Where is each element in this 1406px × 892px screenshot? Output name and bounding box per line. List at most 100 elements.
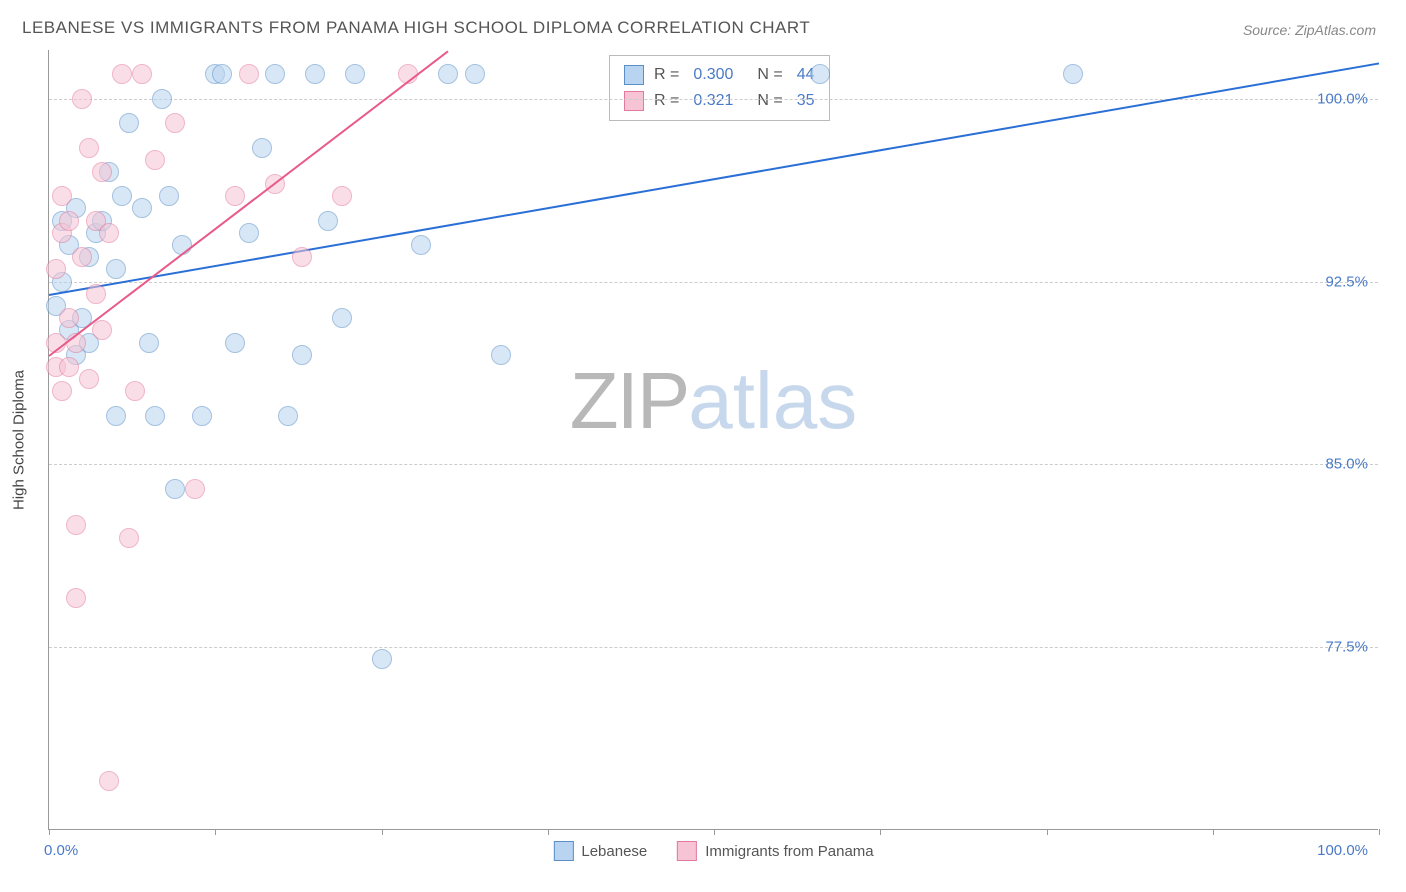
scatter-point bbox=[318, 211, 338, 231]
y-axis-label: High School Diploma bbox=[11, 369, 28, 509]
scatter-point bbox=[92, 320, 112, 340]
x-tick bbox=[1213, 829, 1214, 835]
scatter-point bbox=[112, 186, 132, 206]
trend-line bbox=[48, 50, 448, 356]
x-tick bbox=[880, 829, 881, 835]
scatter-point bbox=[119, 113, 139, 133]
scatter-point bbox=[125, 381, 145, 401]
scatter-point bbox=[332, 186, 352, 206]
series-legend-item: Lebanese bbox=[553, 841, 647, 861]
scatter-point bbox=[52, 186, 72, 206]
scatter-point bbox=[132, 198, 152, 218]
scatter-point bbox=[66, 588, 86, 608]
scatter-point bbox=[46, 259, 66, 279]
scatter-point bbox=[810, 64, 830, 84]
scatter-point bbox=[72, 89, 92, 109]
y-tick-label: 92.5% bbox=[1325, 273, 1368, 290]
legend-r-label: R = bbox=[654, 88, 679, 114]
legend-r-label: R = bbox=[654, 62, 679, 88]
gridline bbox=[49, 464, 1378, 465]
x-axis-max-label: 100.0% bbox=[1317, 842, 1368, 859]
watermark: ZIPatlas bbox=[570, 355, 857, 447]
x-tick bbox=[548, 829, 549, 835]
legend-swatch bbox=[624, 91, 644, 111]
scatter-point bbox=[139, 333, 159, 353]
scatter-point bbox=[52, 381, 72, 401]
scatter-point bbox=[165, 479, 185, 499]
legend-row: R = 0.321 N = 35 bbox=[624, 88, 815, 114]
source-attribution: Source: ZipAtlas.com bbox=[1243, 22, 1376, 38]
legend-r-value: 0.321 bbox=[693, 88, 733, 114]
scatter-point bbox=[185, 479, 205, 499]
scatter-point bbox=[59, 211, 79, 231]
x-tick bbox=[1047, 829, 1048, 835]
scatter-point bbox=[372, 649, 392, 669]
scatter-point bbox=[145, 406, 165, 426]
legend-swatch bbox=[553, 841, 573, 861]
scatter-point bbox=[99, 771, 119, 791]
legend-n-label: N = bbox=[757, 62, 782, 88]
legend-swatch bbox=[624, 65, 644, 85]
scatter-point bbox=[252, 138, 272, 158]
x-tick bbox=[1379, 829, 1380, 835]
watermark-zip: ZIP bbox=[570, 356, 688, 445]
scatter-point bbox=[292, 345, 312, 365]
scatter-point bbox=[59, 308, 79, 328]
scatter-point bbox=[59, 357, 79, 377]
legend-n-value: 35 bbox=[797, 88, 815, 114]
scatter-point bbox=[465, 64, 485, 84]
legend-row: R =0.300N =44 bbox=[624, 62, 815, 88]
chart-title: LEBANESE VS IMMIGRANTS FROM PANAMA HIGH … bbox=[22, 18, 810, 38]
scatter-point bbox=[86, 284, 106, 304]
scatter-point bbox=[119, 528, 139, 548]
scatter-point bbox=[1063, 64, 1083, 84]
scatter-point bbox=[265, 64, 285, 84]
scatter-point bbox=[106, 259, 126, 279]
scatter-point bbox=[145, 150, 165, 170]
x-tick bbox=[714, 829, 715, 835]
y-tick-label: 85.0% bbox=[1325, 456, 1368, 473]
scatter-point bbox=[79, 369, 99, 389]
x-tick bbox=[382, 829, 383, 835]
scatter-point bbox=[92, 162, 112, 182]
scatter-point bbox=[72, 247, 92, 267]
gridline bbox=[49, 282, 1378, 283]
legend-r-value: 0.300 bbox=[693, 62, 733, 88]
x-tick bbox=[215, 829, 216, 835]
scatter-point bbox=[132, 64, 152, 84]
plot-area: ZIPatlas High School Diploma 0.0% 100.0%… bbox=[48, 50, 1378, 830]
scatter-point bbox=[152, 89, 172, 109]
series-legend-label: Lebanese bbox=[581, 843, 647, 860]
legend-n-label: N = bbox=[757, 88, 782, 114]
scatter-point bbox=[332, 308, 352, 328]
scatter-point bbox=[159, 186, 179, 206]
scatter-point bbox=[99, 223, 119, 243]
scatter-point bbox=[165, 113, 185, 133]
scatter-point bbox=[278, 406, 298, 426]
scatter-point bbox=[225, 186, 245, 206]
scatter-point bbox=[192, 406, 212, 426]
scatter-point bbox=[345, 64, 365, 84]
series-legend-label: Immigrants from Panama bbox=[705, 843, 873, 860]
legend-swatch bbox=[677, 841, 697, 861]
x-tick bbox=[49, 829, 50, 835]
scatter-point bbox=[411, 235, 431, 255]
scatter-point bbox=[438, 64, 458, 84]
x-axis-min-label: 0.0% bbox=[44, 842, 78, 859]
scatter-point bbox=[106, 406, 126, 426]
y-tick-label: 100.0% bbox=[1317, 90, 1368, 107]
series-legend: Lebanese Immigrants from Panama bbox=[553, 841, 873, 861]
series-legend-item: Immigrants from Panama bbox=[677, 841, 873, 861]
scatter-point bbox=[212, 64, 232, 84]
scatter-point bbox=[292, 247, 312, 267]
scatter-point bbox=[491, 345, 511, 365]
scatter-point bbox=[79, 138, 99, 158]
scatter-point bbox=[112, 64, 132, 84]
correlation-legend: R =0.300N =44R =0.321N =35 bbox=[609, 55, 830, 121]
watermark-atlas: atlas bbox=[688, 356, 857, 445]
scatter-point bbox=[239, 223, 259, 243]
y-tick-label: 77.5% bbox=[1325, 639, 1368, 656]
scatter-point bbox=[239, 64, 259, 84]
scatter-point bbox=[66, 515, 86, 535]
scatter-point bbox=[305, 64, 325, 84]
